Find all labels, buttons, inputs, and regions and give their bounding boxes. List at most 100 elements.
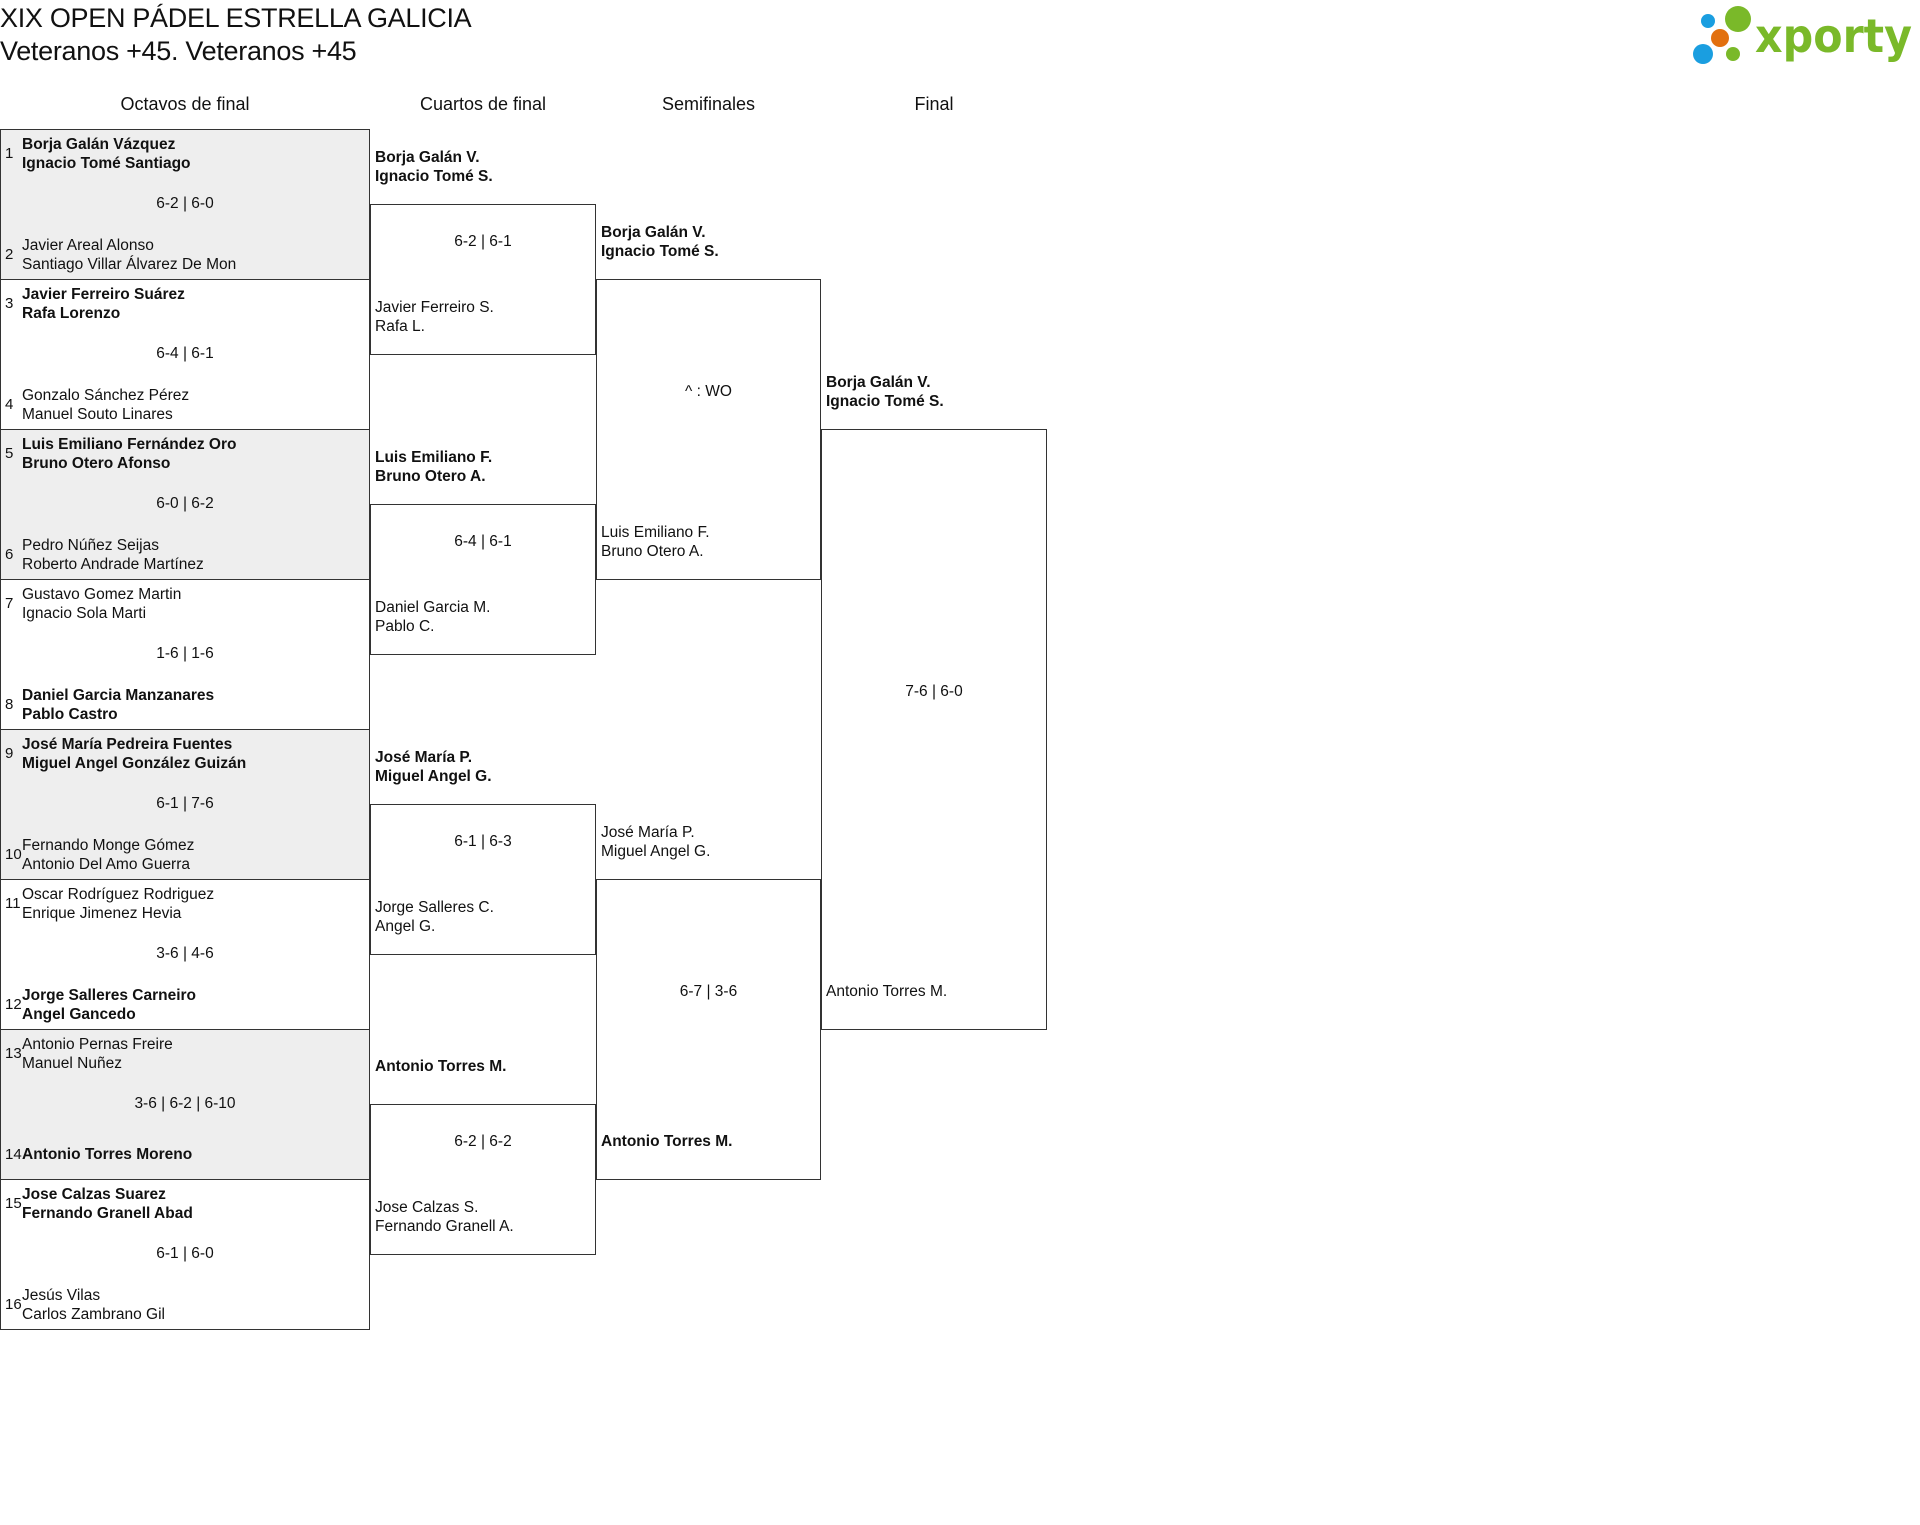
logo-dot bbox=[1701, 14, 1715, 28]
team-players: Oscar Rodríguez Rodriguez Enrique Jimenez… bbox=[22, 885, 214, 924]
player-name: Miguel Angel G. bbox=[375, 768, 492, 785]
team-entry[interactable]: 7 Gustavo Gomez Martin Ignacio Sola Marti bbox=[0, 585, 181, 624]
team-entry[interactable]: Jose Calzas S. Fernando Granell A. bbox=[375, 1198, 514, 1237]
match-box bbox=[0, 429, 370, 580]
team-entry[interactable]: José María P. Miguel Angel G. bbox=[601, 823, 710, 862]
team-entry[interactable]: 14 Antonio Torres Moreno bbox=[0, 1145, 192, 1165]
player-name: Javier Ferreiro S. bbox=[375, 298, 494, 316]
team-entry[interactable]: 3 Javier Ferreiro Suárez Rafa Lorenzo bbox=[0, 285, 185, 324]
player-name: Daniel Garcia Manzanares bbox=[22, 686, 215, 704]
round-header: Semifinales bbox=[661, 94, 756, 114]
player-name: Daniel Garcia M. bbox=[375, 598, 491, 616]
player-name: Carlos Zambrano Gil bbox=[22, 1306, 165, 1323]
player-name: Antonio Torres M. bbox=[826, 983, 948, 1001]
team-players: Jorge Salleres Carneiro Angel Gancedo bbox=[22, 986, 196, 1025]
player-name: Borja Galán V. bbox=[601, 223, 706, 241]
match-box bbox=[821, 429, 1047, 1030]
player-name: José María Pedreira Fuentes bbox=[22, 735, 233, 753]
team-entry[interactable]: 11 Oscar Rodríguez Rodriguez Enrique Jimen… bbox=[0, 885, 214, 924]
team-entry[interactable]: Borja Galán V. Ignacio Tomé S. bbox=[826, 373, 944, 412]
team-players: Fernando Monge Gómez Antonio Del Amo Guer… bbox=[22, 836, 194, 875]
seed-number: 1 bbox=[5, 145, 14, 163]
match-box bbox=[596, 879, 821, 1180]
player-name: Rafa L. bbox=[375, 318, 425, 335]
player-name: Bruno Otero A. bbox=[375, 468, 486, 485]
team-entry[interactable]: 10 Fernando Monge Gómez Antonio Del Amo Gu… bbox=[0, 836, 194, 875]
team-entry[interactable]: Luis Emiliano F. Bruno Otero A. bbox=[375, 448, 492, 487]
seed-number: 15 bbox=[5, 1195, 22, 1213]
match-score: 6-2 | 6-1 bbox=[454, 232, 512, 250]
team-entry[interactable]: José María P. Miguel Angel G. bbox=[375, 748, 492, 787]
match-box bbox=[0, 729, 370, 880]
player-name: Enrique Jimenez Hevia bbox=[22, 905, 182, 922]
player-name: Antonio Pernas Freire bbox=[22, 1035, 173, 1053]
player-name: Manuel Nuñez bbox=[22, 1055, 122, 1072]
player-name: Miguel Angel G. bbox=[601, 843, 711, 860]
match-box bbox=[370, 504, 596, 655]
team-players: Jesús Vilas Carlos Zambrano Gil bbox=[22, 1286, 165, 1325]
category-subtitle: Veteranos +45. Veteranos +45 bbox=[0, 36, 357, 66]
player-name: Borja Galán Vázquez bbox=[22, 135, 176, 153]
team-players: Luis Emiliano Fernández Oro Bruno Otero A… bbox=[22, 435, 236, 474]
player-name: Rafa Lorenzo bbox=[22, 305, 121, 322]
team-entry[interactable]: 8 Daniel Garcia Manzanares Pablo Castro bbox=[0, 686, 214, 725]
player-name: Borja Galán V. bbox=[826, 373, 931, 391]
team-entry[interactable]: Borja Galán V. Ignacio Tomé S. bbox=[601, 223, 719, 262]
round-header: Octavos de final bbox=[120, 94, 250, 114]
team-entry[interactable]: Daniel Garcia M. Pablo C. bbox=[375, 598, 490, 637]
seed-number: 11 bbox=[5, 895, 21, 913]
player-name: Luis Emiliano Fernández Oro bbox=[22, 435, 237, 453]
seed-number: 10 bbox=[5, 846, 22, 864]
xporty-logo[interactable]: xporty bbox=[1688, 0, 1920, 70]
seed-number: 2 bbox=[5, 246, 14, 264]
match-score: 6-2 | 6-2 bbox=[454, 1132, 512, 1150]
match-score: 6-4 | 6-1 bbox=[454, 532, 512, 550]
team-entry[interactable]: Antonio Torres M. bbox=[826, 982, 947, 1002]
seed-number: 12 bbox=[5, 996, 22, 1014]
match-box bbox=[0, 129, 370, 280]
team-entry[interactable]: 6 Pedro Núñez Seijas Roberto Andrade Martí… bbox=[0, 536, 204, 575]
team-entry[interactable]: 1 Borja Galán Vázquez Ignacio Tomé Santiag… bbox=[0, 135, 191, 174]
team-players: José María P. Miguel Angel G. bbox=[375, 748, 492, 787]
player-name: Manuel Souto Linares bbox=[22, 406, 173, 423]
team-entry[interactable]: 4 Gonzalo Sánchez Pérez Manuel Souto Linar… bbox=[0, 386, 189, 425]
team-entry[interactable]: 12 Jorge Salleres Carneiro Angel Gancedo bbox=[0, 986, 196, 1025]
player-name: José María P. bbox=[375, 748, 473, 766]
team-entry[interactable]: 9 José María Pedreira Fuentes Miguel Angel… bbox=[0, 735, 246, 774]
player-name: Ignacio Tomé Santiago bbox=[22, 155, 191, 172]
team-entry[interactable]: Luis Emiliano F. Bruno Otero A. bbox=[601, 523, 710, 562]
player-name: Pablo Castro bbox=[22, 706, 118, 723]
player-name: Miguel Angel González Guizán bbox=[22, 755, 247, 772]
seed-number: 13 bbox=[5, 1045, 22, 1063]
seed-number: 8 bbox=[5, 696, 14, 714]
team-entry[interactable]: Antonio Torres M. bbox=[375, 1057, 506, 1077]
player-name: Pedro Núñez Seijas bbox=[22, 536, 159, 554]
team-entry[interactable]: 2 Javier Areal Alonso Santiago Villar Álva… bbox=[0, 236, 236, 275]
team-entry[interactable]: 15 Jose Calzas Suarez Fernando Granell Aba… bbox=[0, 1185, 193, 1224]
team-entry[interactable]: 5 Luis Emiliano Fernández Oro Bruno Otero … bbox=[0, 435, 236, 474]
match-score: 6-1 | 6-3 bbox=[454, 832, 512, 850]
player-name: Fernando Monge Gómez bbox=[22, 836, 195, 854]
player-name: Jose Calzas S. bbox=[375, 1198, 479, 1216]
team-entry[interactable]: 13 Antonio Pernas Freire Manuel Nuñez bbox=[0, 1035, 173, 1074]
team-players: Daniel Garcia M. Pablo C. bbox=[375, 598, 490, 637]
team-entry[interactable]: 16 Jesús Vilas Carlos Zambrano Gil bbox=[0, 1286, 165, 1325]
player-name: Bruno Otero A. bbox=[601, 543, 704, 560]
logo-dot bbox=[1725, 6, 1751, 32]
logo-dot bbox=[1726, 47, 1740, 61]
team-entry[interactable]: Jorge Salleres C. Angel G. bbox=[375, 898, 494, 937]
match-score: 6-1 | 6-0 bbox=[156, 1245, 214, 1262]
team-entry[interactable]: Javier Ferreiro S. Rafa L. bbox=[375, 298, 494, 337]
team-entry[interactable]: Antonio Torres M. bbox=[601, 1132, 732, 1152]
player-name: José María P. bbox=[601, 823, 695, 841]
seed-number: 7 bbox=[5, 595, 14, 613]
team-players: Borja Galán V. Ignacio Tomé S. bbox=[826, 373, 944, 412]
match-box bbox=[370, 1104, 596, 1255]
team-players: Antonio Torres M. bbox=[826, 982, 947, 1002]
team-players: José María P. Miguel Angel G. bbox=[601, 823, 710, 862]
seed-number: 9 bbox=[5, 745, 14, 763]
player-name: Antonio Torres Moreno bbox=[22, 1146, 193, 1164]
match-score: 7-6 | 6-0 bbox=[905, 682, 963, 700]
team-entry[interactable]: Borja Galán V. Ignacio Tomé S. bbox=[375, 148, 493, 187]
round-header: Final bbox=[914, 94, 954, 114]
